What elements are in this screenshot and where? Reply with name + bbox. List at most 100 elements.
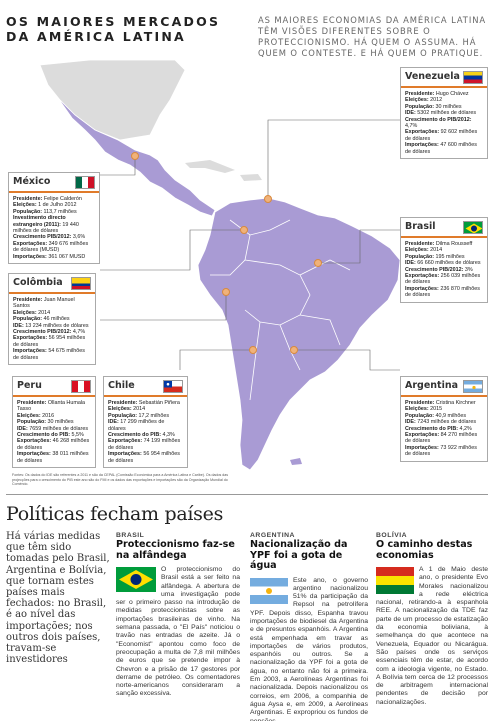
- country-name: Chile: [108, 380, 135, 392]
- venezuela-flag-icon: [463, 71, 483, 84]
- column-kicker: ARGENTINA: [250, 532, 295, 539]
- stat-label: Eleições:: [405, 406, 429, 413]
- article-column-brasil: BRASIL Proteccionismo faz-se na alfândeg…: [116, 532, 240, 699]
- stat-label: Importações:: [405, 142, 439, 149]
- stat-value: 2015: [428, 406, 443, 413]
- header: OS MAIORES MERCADOS DA AMÉRICA LATINA AS…: [0, 0, 493, 60]
- stat-label: Importações:: [108, 451, 142, 458]
- stat-value: 92 602 milhões de dólares: [405, 129, 478, 142]
- stat-value: 56 954 milhões de dólares: [13, 335, 86, 348]
- north-america-land: [39, 60, 186, 141]
- stat-value: Felipe Calderón: [42, 196, 82, 202]
- stat-row: Eleições: 1 de Julho 2012: [13, 202, 95, 208]
- stat-value: 2014: [428, 247, 443, 254]
- map-infographic: Venezuela Presidente: Hugo Chávez Eleiçõe…: [0, 60, 493, 470]
- stat-label: Presidente:: [405, 241, 435, 247]
- stat-label: IDE:: [405, 110, 416, 117]
- mexico-infobox: México Presidente: Felipe Calderón Eleiçõ…: [8, 172, 100, 265]
- stat-row: População: 46 milhões: [13, 316, 91, 322]
- stat-row: Crescimento PIB/2012: 3%: [405, 267, 483, 273]
- chile-marker: [249, 346, 257, 354]
- mexico-flag-icon: [75, 176, 95, 189]
- stat-row: Presidente: Ollanta Humala Tasso: [17, 400, 91, 413]
- cuba-land: [185, 160, 235, 173]
- peru-flag-icon: [71, 380, 91, 393]
- stat-label: Eleições:: [17, 412, 41, 419]
- stat-value: Cristina Kirchner: [434, 400, 476, 406]
- stat-label: Presidente:: [405, 91, 435, 97]
- colombia-marker: [240, 226, 248, 234]
- stat-row: Presidente: Cristina Kirchner: [405, 400, 483, 406]
- stat-label: Presidente:: [108, 400, 138, 406]
- stat-value: 4,2%: [458, 425, 472, 432]
- stat-label: IDE:: [17, 425, 28, 432]
- country-name: Brasil: [405, 221, 436, 233]
- stat-label: Crescimento do PIB:: [108, 432, 162, 439]
- chile-infobox: Chile Presidente: Sebastián Piñera Eleiçõ…: [103, 376, 188, 469]
- stat-row: Crescimento PIB/2012: 3,6%: [13, 234, 95, 240]
- brazil-flag-icon: [463, 221, 483, 234]
- stat-value: 38 011 milhões de dólares: [17, 451, 89, 464]
- stat-value: 2014: [36, 309, 51, 316]
- colombia-flag-icon: [71, 277, 91, 290]
- country-name: Argentina: [405, 380, 459, 392]
- stat-value: Juan Manuel Santos: [13, 297, 75, 310]
- stat-label: População:: [108, 412, 138, 419]
- stat-row: Crescimento do PIB: 4,2%: [405, 426, 483, 432]
- stat-row: Exportações: 56 954 milhões de dólares: [13, 335, 91, 348]
- stat-label: Exportações:: [13, 240, 48, 247]
- stat-label: Exportações:: [405, 432, 440, 439]
- stat-row: População: 195 milhões: [405, 254, 483, 260]
- stat-row: IDE: 5302 milhões de dólares: [405, 110, 483, 116]
- peru-marker: [222, 288, 230, 296]
- stat-row: Importações: 236 870 milhões de dólares: [405, 286, 483, 299]
- stat-row: Importações: 54 675 milhões de dólares: [13, 348, 91, 361]
- stat-row: IDE: 7659 milhões de dólares: [17, 426, 91, 432]
- article-column-bolivia: BOLÍVIA O caminho destas economias A 1 d…: [376, 532, 488, 707]
- argentina-flag-icon: [463, 380, 483, 393]
- stat-label: Exportações:: [13, 335, 48, 342]
- divider: [6, 494, 488, 495]
- stat-value: 1 de Julho 2012: [36, 202, 77, 209]
- column-kicker: BRASIL: [116, 532, 145, 539]
- stat-row: Importações: 56 954 milhões de dólares: [108, 451, 183, 464]
- stat-label: IDE:: [405, 419, 416, 426]
- stat-row: Eleições: 2016: [17, 413, 91, 419]
- stat-label: População:: [13, 208, 43, 215]
- stat-row: População: 30 milhões: [405, 104, 483, 110]
- stat-label: IDE:: [405, 260, 416, 267]
- stat-row: Crescimento PIB/2012: 4,7%: [13, 329, 91, 335]
- stat-label: Eleições:: [108, 406, 132, 413]
- stat-value: 30 milhões: [46, 419, 74, 426]
- stat-label: População:: [13, 316, 43, 323]
- stat-label: Eleições:: [13, 309, 37, 316]
- column-text: Este ano, o governo argentino nacionaliz…: [250, 576, 368, 721]
- stat-label: Importações:: [17, 451, 51, 458]
- sources-note: Fontes: Os dados do IDE são referentes a…: [12, 473, 229, 486]
- bolivia-flag-icon: [376, 567, 414, 594]
- stat-row: População: 40,9 milhões: [405, 413, 483, 419]
- stat-row: Crescimento do PIB: 4,3%: [108, 432, 183, 438]
- stat-value: 66 660 milhões de dólares: [415, 260, 481, 267]
- stat-value: 4,7%: [405, 123, 418, 130]
- stat-value: 19 440 milhões de dólares: [13, 221, 79, 235]
- stat-label: IDE:: [13, 322, 24, 329]
- stat-value: 84 270 milhões de dólares: [405, 432, 478, 445]
- stat-row: Eleições: 2014: [13, 310, 91, 316]
- column-headline: O caminho destas economias: [376, 539, 473, 561]
- stat-label: Eleições:: [405, 247, 429, 254]
- stat-label: Importações:: [13, 348, 47, 355]
- stat-row: Importações: 361 067 MUSD: [13, 254, 95, 260]
- stat-value: 74 199 milhões de dólares: [108, 438, 181, 451]
- stat-row: Importações: 38 011 milhões de dólares: [17, 451, 91, 464]
- venezuela-infobox: Venezuela Presidente: Hugo Chávez Eleiçõe…: [400, 67, 488, 160]
- stat-value: 5,5%: [70, 432, 84, 439]
- stat-label: População:: [405, 103, 435, 110]
- falklands-land: [290, 458, 302, 465]
- stat-label: População:: [405, 412, 435, 419]
- column-text: O proteccionismo do Brasil está a ser fe…: [116, 566, 240, 698]
- stat-row: Eleições: 2014: [405, 247, 483, 253]
- stat-row: Exportações: 84 270 milhões de dólares: [405, 432, 483, 445]
- stat-label: Crescimento do PIB:: [17, 432, 71, 439]
- stat-row: Presidente: Juan Manuel Santos: [13, 297, 91, 310]
